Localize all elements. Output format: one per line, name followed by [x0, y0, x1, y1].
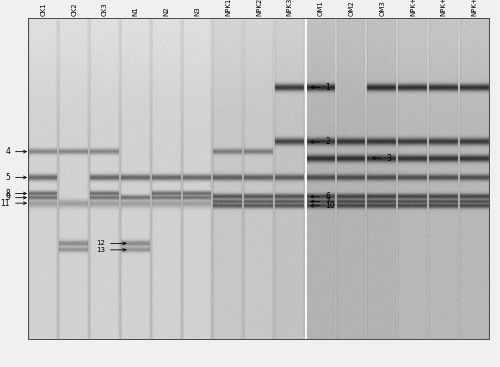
Text: OM2: OM2: [348, 0, 354, 16]
Text: 2: 2: [311, 138, 330, 146]
Text: 6: 6: [311, 192, 330, 201]
Text: CK3: CK3: [102, 2, 108, 16]
Text: 1: 1: [311, 83, 330, 92]
Text: OM3: OM3: [379, 0, 385, 16]
Text: 9: 9: [5, 193, 26, 202]
Text: N2: N2: [164, 6, 170, 16]
Text: 11: 11: [0, 199, 26, 208]
Text: NPK+OM1: NPK+OM1: [410, 0, 416, 16]
Text: NPK2: NPK2: [256, 0, 262, 16]
Text: NPK+OM3: NPK+OM3: [472, 0, 478, 16]
Text: OM1: OM1: [318, 0, 324, 16]
Text: 3: 3: [372, 153, 392, 163]
Text: CK2: CK2: [71, 2, 77, 16]
Text: 4: 4: [5, 147, 26, 156]
Text: 5: 5: [5, 173, 26, 182]
Text: NPK3: NPK3: [287, 0, 293, 16]
Text: 10: 10: [311, 201, 335, 210]
Text: 12: 12: [96, 240, 126, 246]
Text: 13: 13: [96, 247, 126, 253]
Text: N1: N1: [133, 6, 139, 16]
Text: 7: 7: [311, 197, 330, 206]
Text: 8: 8: [5, 189, 26, 198]
Text: CK1: CK1: [40, 2, 46, 16]
Text: NPK+OM2: NPK+OM2: [441, 0, 447, 16]
Text: N3: N3: [194, 6, 200, 16]
Text: NPK1: NPK1: [225, 0, 231, 16]
